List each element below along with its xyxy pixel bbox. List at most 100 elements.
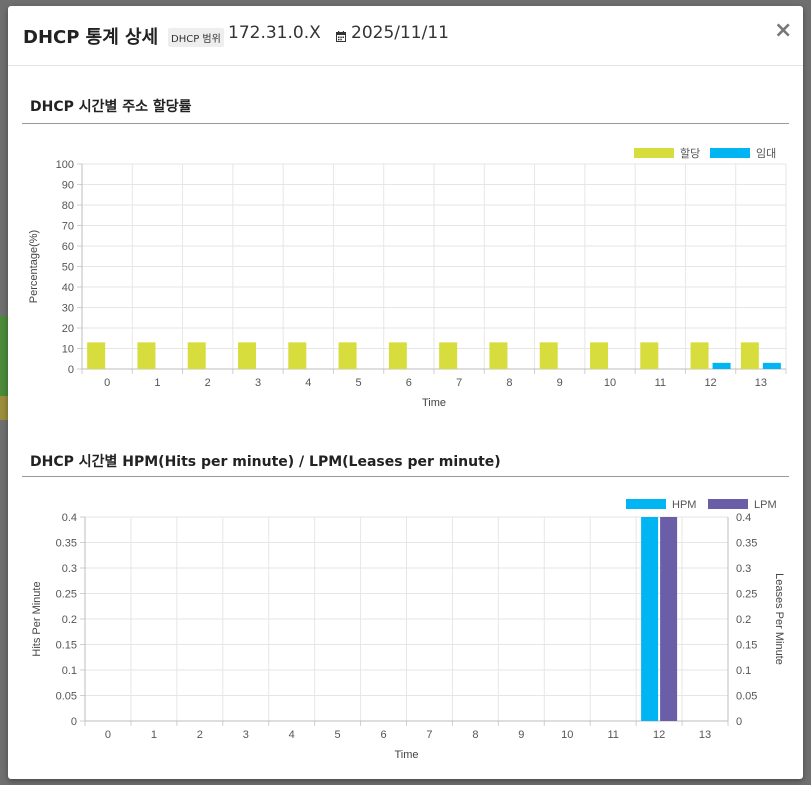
bar-할당-13 xyxy=(740,342,759,369)
y-tick-label: 0 xyxy=(71,716,77,728)
y-tick-label: 0.05 xyxy=(56,691,77,703)
legend-swatch-할당 xyxy=(634,148,674,158)
x-tick-label: 8 xyxy=(506,377,512,389)
y-tick-label: 0.35 xyxy=(56,538,77,550)
legend-swatch-lpm xyxy=(708,499,748,509)
x-tick-label: 13 xyxy=(755,377,767,389)
x-axis-title: Time xyxy=(394,749,418,761)
x-tick-label: 4 xyxy=(289,729,295,741)
modal-header: DHCP 통계 상세 DHCP 범위 172.31.0.X 2025/11/11… xyxy=(8,6,803,66)
x-tick-label: 5 xyxy=(335,729,341,741)
allocation-section-divider xyxy=(22,123,789,124)
y2-tick-label: 0.2 xyxy=(736,614,751,626)
y-tick-label: 0.25 xyxy=(56,589,77,601)
x-axis-title: Time xyxy=(422,397,446,409)
y2-tick-label: 0.4 xyxy=(736,512,751,524)
y-tick-label: 20 xyxy=(62,323,74,335)
bar-할당-10 xyxy=(590,342,608,369)
x-tick-label: 0 xyxy=(105,729,111,741)
y-tick-label: 0.1 xyxy=(62,665,77,677)
y2-tick-label: 0.05 xyxy=(736,691,757,703)
bar-할당-5 xyxy=(338,342,357,369)
y-tick-label: 80 xyxy=(62,200,74,212)
x-tick-label: 1 xyxy=(151,729,157,741)
hpm-section-divider xyxy=(22,476,789,477)
calendar-icon xyxy=(336,31,346,42)
x-tick-label: 6 xyxy=(380,729,386,741)
y2-tick-label: 0.1 xyxy=(736,665,751,677)
x-tick-label: 9 xyxy=(518,729,524,741)
x-tick-label: 3 xyxy=(255,377,261,389)
x-tick-label: 0 xyxy=(104,377,110,389)
legend-swatch-hpm xyxy=(626,499,666,509)
y-tick-label: 10 xyxy=(62,344,74,356)
bar-할당-9 xyxy=(539,342,558,369)
backdrop-olive xyxy=(0,396,8,420)
x-tick-label: 6 xyxy=(406,377,412,389)
x-tick-label: 13 xyxy=(699,729,711,741)
y2-tick-label: 0.35 xyxy=(736,538,757,550)
date-value: 2025/11/11 xyxy=(351,23,449,43)
x-tick-label: 12 xyxy=(653,729,665,741)
y-tick-label: 70 xyxy=(62,221,74,233)
dhcp-stats-modal: DHCP 통계 상세 DHCP 범위 172.31.0.X 2025/11/11… xyxy=(8,6,803,779)
bar-임대-12 xyxy=(712,362,731,369)
bar-할당-0 xyxy=(87,342,106,369)
legend-label-할당: 할당 xyxy=(680,147,700,160)
y-tick-label: 60 xyxy=(62,241,74,253)
x-tick-label: 11 xyxy=(607,729,618,741)
modal-title: DHCP 통계 상세 xyxy=(23,27,159,48)
bar-할당-1 xyxy=(137,342,156,369)
bar-할당-11 xyxy=(640,342,659,369)
y2-tick-label: 0.25 xyxy=(736,589,757,601)
x-tick-label: 10 xyxy=(604,377,616,389)
y-tick-label: 0.4 xyxy=(62,512,77,524)
x-tick-label: 3 xyxy=(243,729,249,741)
y2-tick-label: 0.3 xyxy=(736,563,751,575)
x-tick-label: 2 xyxy=(197,729,203,741)
x-tick-label: 2 xyxy=(205,377,211,389)
allocation-section-title: DHCP 시간별 주소 할당률 xyxy=(30,99,192,115)
y-tick-label: 50 xyxy=(62,262,74,274)
x-tick-label: 12 xyxy=(704,377,716,389)
bar-할당-12 xyxy=(690,342,709,369)
x-tick-label: 11 xyxy=(655,377,666,389)
x-tick-label: 9 xyxy=(557,377,563,389)
bar-할당-8 xyxy=(489,342,508,369)
scope-label: DHCP 범위 xyxy=(168,28,224,47)
x-tick-label: 1 xyxy=(154,377,160,389)
bar-할당-6 xyxy=(388,342,407,369)
scope-value: 172.31.0.X xyxy=(228,23,321,43)
legend-label-hpm: HPM xyxy=(672,499,696,511)
x-tick-label: 4 xyxy=(305,377,311,389)
y2-tick-label: 0.15 xyxy=(736,640,757,652)
y-tick-label: 0.3 xyxy=(62,563,77,575)
bar-hpm-12 xyxy=(641,517,659,721)
y-tick-label: 100 xyxy=(56,159,74,171)
y-tick-label: 0 xyxy=(68,364,74,376)
backdrop-green xyxy=(0,316,8,396)
close-button[interactable]: × xyxy=(774,18,793,43)
y-tick-label: 30 xyxy=(62,303,74,315)
x-tick-label: 7 xyxy=(426,729,432,741)
legend-swatch-임대 xyxy=(710,148,750,158)
bar-할당-7 xyxy=(439,342,458,369)
y-tick-label: 0.2 xyxy=(62,614,77,626)
bar-임대-13 xyxy=(762,362,781,369)
x-tick-label: 5 xyxy=(356,377,362,389)
x-tick-label: 10 xyxy=(561,729,573,741)
hpm-section-title: DHCP 시간별 HPM(Hits per minute) / LPM(Leas… xyxy=(30,454,501,470)
y-tick-label: 0.15 xyxy=(56,640,77,652)
bar-할당-2 xyxy=(187,342,206,369)
legend-label-임대: 임대 xyxy=(756,147,776,160)
y-axis-title: Percentage(%) xyxy=(28,230,40,303)
y2-tick-label: 0 xyxy=(736,716,742,728)
y-tick-label: 90 xyxy=(62,180,74,192)
y-tick-label: 40 xyxy=(62,282,74,294)
hpm-lpm-chart: 0 0 0.05 0.05 0.1 0.1 0.15 0.15 0.2 0.2 0.25 0.25 0.… xyxy=(31,499,785,761)
bar-할당-3 xyxy=(238,342,256,369)
y-axis-title: Hits Per Minute xyxy=(31,581,43,656)
legend-label-lpm: LPM xyxy=(754,499,777,511)
x-tick-label: 7 xyxy=(456,377,462,389)
